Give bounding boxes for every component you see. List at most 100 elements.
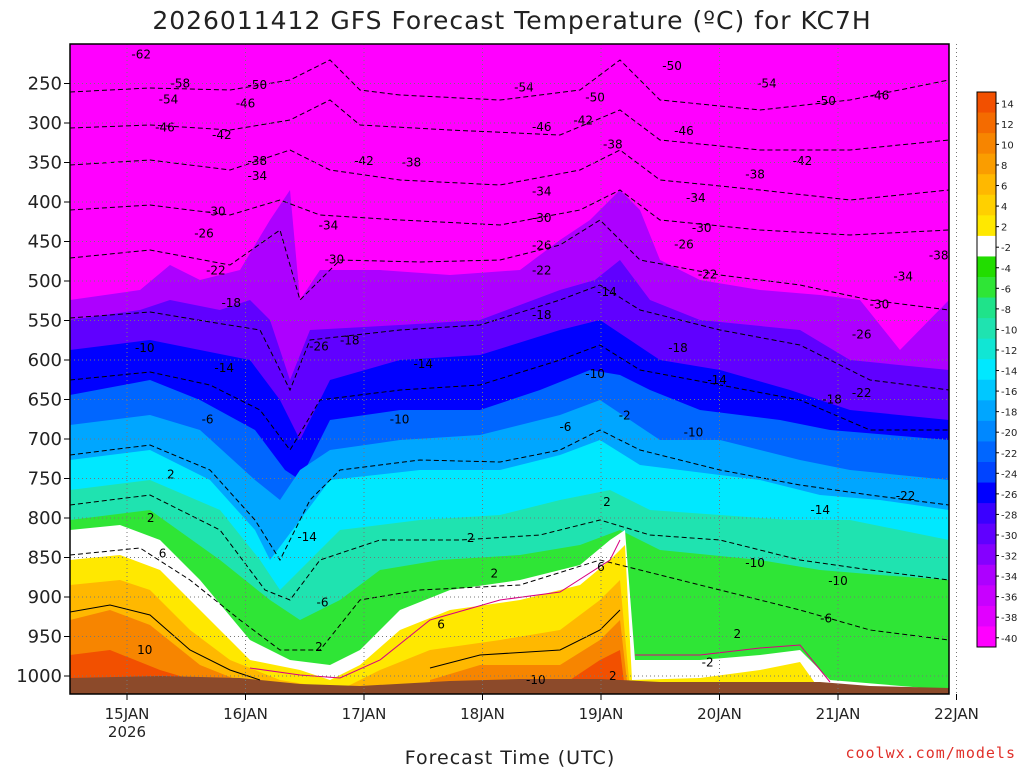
colorbar-tick-label: -10 [1001,325,1017,336]
x-axis-label: Forecast Time (UTC) [405,747,615,768]
x-tick-label: 21JAN [816,705,861,723]
contour-label: 6 [597,560,605,574]
contour-label: -14 [810,503,830,517]
colorbar-tick-label: -28 [1001,510,1017,521]
colorbar-tick-label: 2 [1001,223,1007,234]
contour-label: -38 [929,249,949,263]
band-warm-orange [70,610,628,690]
contour-lines [70,59,949,683]
contour-label: 2 [733,627,741,641]
contour-label: -34 [248,169,268,183]
contour-label: -30 [325,253,345,267]
contour-label: -10 [684,426,704,440]
colorbar-tick-label: -4 [1001,264,1011,275]
colorbar-frame [976,91,997,648]
colorbar-swatch [977,277,996,299]
contour-label: -6 [559,420,571,434]
contour-label: -50 [248,78,268,92]
colorbar-swatch [977,564,996,586]
colorbar-swatch [977,297,996,319]
contour-label: -6 [317,596,329,610]
colorbar-swatch [977,153,996,175]
y-tick-label: 650 [28,390,62,411]
colorbar-swatch [977,585,996,607]
colorbar: 14 12 10 8 6 4 2 -2 -4 -6 -8 -10 -12 -14 -16 -18 -20 -22 -… [976,91,1017,648]
contour-label: -22 [532,264,552,278]
colorbar-tick-label: 10 [1001,140,1014,151]
contour-label: -22 [698,268,718,282]
contour-label: 2 [167,468,175,482]
y-tick-label: 600 [28,350,62,371]
contour-label: 2 [467,531,475,545]
contour-label: 2 [609,669,617,683]
colorbar-swatch [977,256,996,278]
colorbar-swatch [977,400,996,422]
ground [70,676,949,694]
contour-line [70,429,949,562]
contour-label: -26 [852,328,872,342]
colorbar-tick-label: -22 [1001,449,1017,460]
x-tick-label: 17JAN [342,705,387,723]
x-tick-label: 15JAN [105,705,150,723]
colorbar-swatch [977,523,996,545]
contour-label: -14 [413,357,433,371]
contour-label: 2 [603,495,611,509]
y-axis: 250 300 350 400 450 500 550 600 650 700 750 800 850 9… [16,74,70,687]
colorbar-tick-label: 12 [1001,120,1014,131]
gridlines [70,44,957,694]
contour-label: -34 [319,219,339,233]
colorbar-tick-label: -24 [1001,469,1017,480]
y-tick-label: 950 [28,627,62,648]
contour-label: -34 [893,269,913,283]
colorbar-swatch [977,174,996,196]
colorbar-swatch [977,235,996,257]
contour-label: -62 [131,47,151,61]
y-tick-label: 850 [28,548,62,569]
contour-label: -10 [135,341,155,355]
contour-label: -18 [532,308,552,322]
colorbar-tick-label: -32 [1001,552,1017,563]
contour-label: -18 [340,333,360,347]
x-tick-label: 19JAN [579,705,624,723]
contour-label: -42 [573,114,593,128]
contour-label: -38 [745,167,765,181]
colorbar-swatch [977,92,996,114]
contour-label: -34 [532,185,552,199]
contour-label: 2 [315,640,323,654]
colorbar-swatch [977,318,996,340]
contour-label: -46 [674,124,694,138]
colorbar-swatch [977,420,996,442]
contour-label: -46 [532,120,552,134]
contour-line [70,99,949,151]
colorbar-tick-label: -40 [1001,634,1017,645]
y-tick-label: 500 [28,271,62,292]
contour-line [635,644,831,683]
contour-label: -14 [707,373,727,387]
colorbar-swatch [977,379,996,401]
contour-label: 2 [491,566,499,580]
colorbar-swatch [977,359,996,381]
chart-title: 2026011412 GFS Forecast Temperature (ºC)… [152,6,871,35]
colorbar-swatch [977,462,996,484]
contour-label: 6 [437,618,445,632]
colorbar-swatch [977,112,996,134]
x-tick-label: 18JAN [460,705,505,723]
contour-label: -6 [202,412,214,426]
contour-line [70,344,949,451]
contour-labels: -62-58-54-50-46-46-42-38-34-30-26-22-18-… [131,47,948,687]
plot-frame [69,43,950,695]
x-tick-label: 16JAN [223,705,268,723]
contour-label: -50 [816,94,836,108]
colorbar-swatch [977,441,996,463]
y-tick-label: 550 [28,311,62,332]
contour-label: -10 [745,556,765,570]
y-tick-label: 250 [28,74,62,95]
contour-line [70,284,949,392]
colorbar-tick-label: -30 [1001,531,1017,542]
contour-label: -22 [852,386,872,400]
contour-label: -30 [532,211,552,225]
colorbar-tick-label: 4 [1001,202,1007,213]
colorbar-tick-label: -8 [1001,305,1011,316]
contour-label: -50 [585,91,605,105]
